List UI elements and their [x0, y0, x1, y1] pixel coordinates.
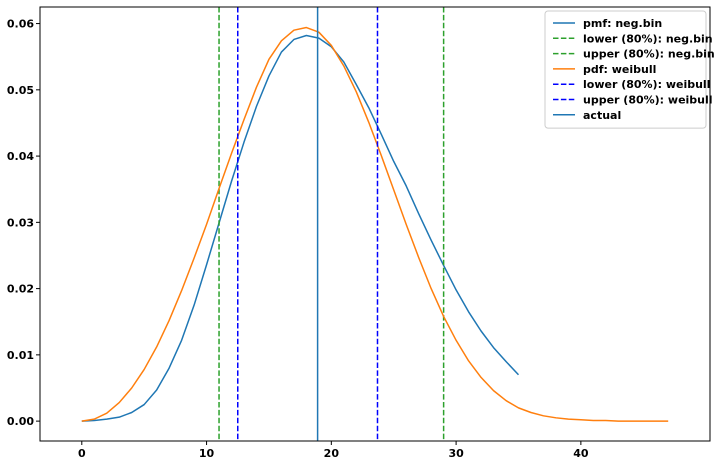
legend-label: lower (80%): weibull: [583, 78, 710, 91]
y-tick-label: 0.03: [7, 216, 34, 229]
legend-label: pdf: weibull: [583, 63, 656, 76]
legend-label: lower (80%): neg.bin: [583, 32, 713, 45]
legend-label: upper (80%): neg.bin: [583, 48, 715, 61]
y-tick-label: 0.00: [7, 415, 34, 428]
legend-label: upper (80%): weibull: [583, 94, 713, 107]
y-axis-ticks: 0.00 0.01 0.02 0.03 0.04 0.05 0.06: [7, 18, 40, 428]
y-tick-label: 0.04: [7, 150, 34, 163]
legend-label: pmf: neg.bin: [583, 17, 662, 30]
series-pdf-weibull: [81, 26, 669, 422]
series-pmf-neg-bin: [81, 34, 520, 422]
x-tick-label: 40: [573, 447, 589, 460]
x-tick-label: 20: [324, 447, 340, 460]
y-tick-label: 0.01: [7, 349, 34, 362]
legend: pmf: neg.bin lower (80%): neg.bin upper (8…: [544, 10, 715, 129]
y-tick-label: 0.06: [7, 18, 34, 31]
lines-layer: [81, 7, 669, 441]
y-tick-label: 0.05: [7, 84, 34, 97]
legend-label: actual: [583, 109, 621, 122]
x-axis-ticks: 0 10 20 30 40: [78, 441, 589, 460]
x-tick-label: 0: [78, 447, 86, 460]
legend-box: [544, 10, 707, 129]
x-tick-label: 10: [199, 447, 215, 460]
x-tick-label: 30: [448, 447, 464, 460]
axes-frame: [39, 6, 711, 442]
y-tick-label: 0.02: [7, 283, 34, 296]
